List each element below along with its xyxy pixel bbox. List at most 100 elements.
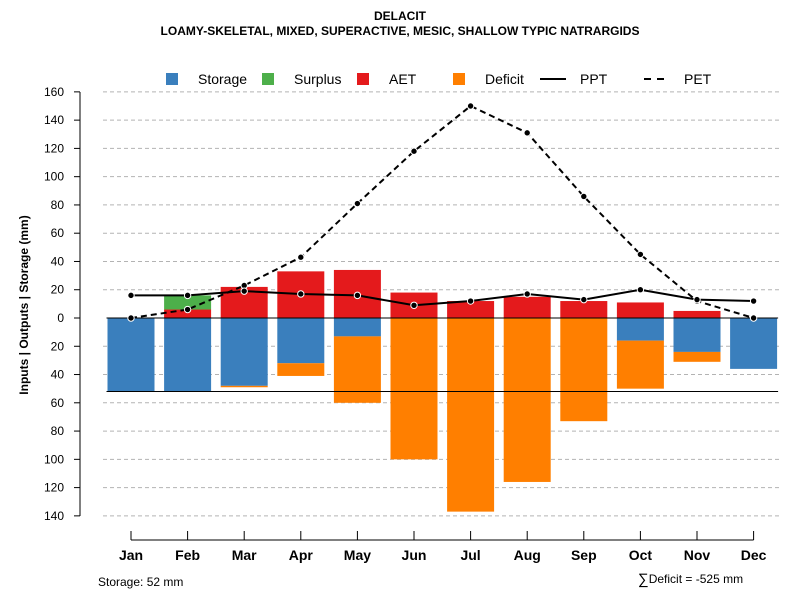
deficit-bar xyxy=(503,318,551,482)
legend-swatch-deficit xyxy=(453,73,465,85)
deficit-bar xyxy=(616,340,664,389)
storage-bar xyxy=(107,318,155,392)
x-tick-label: May xyxy=(344,547,371,563)
surplus-bar xyxy=(164,295,212,310)
y-tick-label: 20 xyxy=(51,339,65,353)
y-tick-label: 60 xyxy=(51,226,65,240)
ppt-point xyxy=(240,287,248,295)
pet-point xyxy=(183,305,192,314)
pet-point xyxy=(749,314,758,322)
pet-point xyxy=(353,199,362,208)
deficit-bar xyxy=(560,318,608,422)
pet-point xyxy=(410,147,418,155)
y-tick-label: 40 xyxy=(51,368,65,382)
reference-lines xyxy=(106,317,779,392)
x-tick-label: Oct xyxy=(629,547,653,563)
pet-point xyxy=(580,192,588,201)
deficit-bar xyxy=(447,318,495,512)
legend-label-pet: PET xyxy=(684,71,712,87)
storage-bar xyxy=(220,318,268,386)
aet-bar xyxy=(164,309,212,318)
y-tick-label: 100 xyxy=(44,170,64,184)
legend: Storage Surplus AET Deficit PPT PET xyxy=(166,71,712,87)
y-tick-label: 140 xyxy=(44,509,64,523)
pet-point xyxy=(297,253,305,261)
deficit-total-note: ∑Deficit = -525 mm xyxy=(638,570,744,588)
aet-bar xyxy=(673,310,721,318)
legend-label-storage: Storage xyxy=(198,71,247,87)
deficit-bar xyxy=(277,363,325,376)
y-tick-label: 100 xyxy=(44,452,64,466)
bars xyxy=(107,269,778,512)
y-tick-label: 80 xyxy=(51,424,65,438)
y-tick-label: 80 xyxy=(51,198,65,212)
grid-lines xyxy=(103,91,782,517)
x-tick-label: Sep xyxy=(571,547,597,563)
y-tick-label: 40 xyxy=(51,254,65,268)
series-lines xyxy=(127,102,758,322)
chart-subtitle: LOAMY-SKELETAL, MIXED, SUPERACTIVE, MESI… xyxy=(160,24,640,38)
storage-bar xyxy=(277,318,325,364)
legend-swatch-aet xyxy=(357,73,369,85)
deficit-bar xyxy=(220,385,268,388)
pet-point xyxy=(127,314,135,322)
pet-point xyxy=(636,250,645,259)
legend-swatch-storage xyxy=(166,73,178,85)
ppt-point xyxy=(636,286,645,294)
sum-symbol: ∑ xyxy=(638,571,649,588)
storage-bar xyxy=(616,318,664,341)
x-tick-label: Apr xyxy=(289,547,314,563)
deficit-bar xyxy=(673,351,721,362)
ppt-point xyxy=(466,297,475,305)
pet-point xyxy=(466,102,475,110)
storage-bar xyxy=(164,318,212,392)
x-tick-label: Jul xyxy=(460,547,480,563)
y-axis-title: Inputs | Outputs | Storage (mm) xyxy=(17,215,31,394)
storage-capacity-note: Storage: 52 mm xyxy=(98,575,184,589)
y-tick-label: 140 xyxy=(44,113,64,127)
chart-title: DELACIT xyxy=(374,9,426,23)
x-tick-label: Jan xyxy=(119,547,143,563)
x-tick-label: Feb xyxy=(175,547,200,563)
x-tick-label: Mar xyxy=(232,547,257,563)
ppt-point xyxy=(523,290,531,298)
y-tick-label: 0 xyxy=(57,311,64,325)
ppt-point xyxy=(580,295,588,304)
legend-label-surplus: Surplus xyxy=(294,71,341,87)
ppt-line xyxy=(131,288,754,307)
axes: 160 140 120 100 80 60 40 20 0 20 40 60 80 100 120 140 In… xyxy=(17,85,767,563)
deficit-bar xyxy=(390,318,438,460)
x-tick-label: Dec xyxy=(741,547,767,563)
pet-line xyxy=(130,104,754,319)
legend-label-aet: AET xyxy=(389,71,417,87)
storage-bar xyxy=(673,318,721,352)
y-tick-label: 160 xyxy=(44,85,64,99)
y-tick-label: 120 xyxy=(44,141,64,155)
aet-bar xyxy=(447,301,495,318)
ppt-point xyxy=(693,295,701,304)
deficit-bar xyxy=(333,336,381,403)
legend-label-ppt: PPT xyxy=(580,71,608,87)
ppt-point xyxy=(127,291,135,300)
x-tick-label: Jun xyxy=(402,547,427,563)
y-tick-label: 60 xyxy=(51,396,65,410)
y-tick-label: 120 xyxy=(44,481,64,495)
ppt-point xyxy=(297,290,305,298)
x-tick-label: Nov xyxy=(684,547,711,563)
storage-bar xyxy=(333,318,381,337)
ppt-point xyxy=(353,291,362,300)
aet-bar xyxy=(616,302,664,318)
legend-swatch-surplus xyxy=(262,73,274,85)
pet-point xyxy=(523,129,531,137)
y-tick-label: 20 xyxy=(51,283,65,297)
x-tick-label: Aug xyxy=(514,547,541,563)
ppt-point xyxy=(183,291,192,300)
aet-bar xyxy=(560,301,608,318)
ppt-point xyxy=(410,301,418,309)
deficit-total-label: Deficit = -525 mm xyxy=(648,572,744,586)
aet-bar xyxy=(503,296,551,318)
legend-label-deficit: Deficit xyxy=(485,71,524,87)
storage-bar xyxy=(730,318,778,369)
ppt-point xyxy=(749,297,758,305)
